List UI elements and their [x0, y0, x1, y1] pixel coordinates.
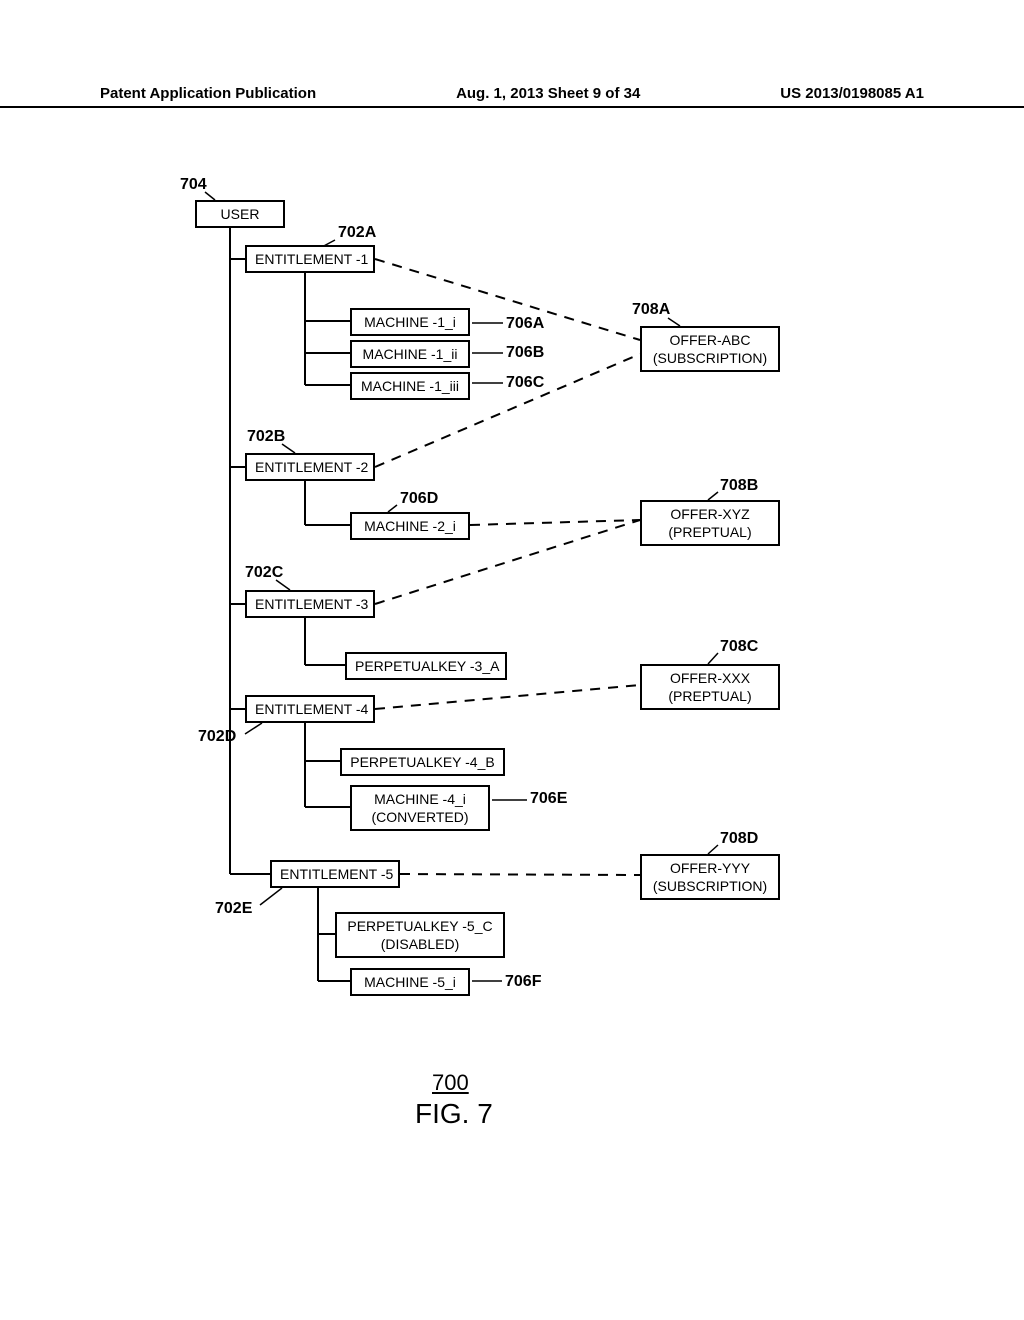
node-entitlement-1: ENTITLEMENT -1	[245, 245, 375, 273]
node-perpetualkey-3a: PERPETUALKEY -3_A	[345, 652, 507, 680]
node-entitlement-4: ENTITLEMENT -4	[245, 695, 375, 723]
ref-706a: 706A	[506, 315, 544, 333]
node-offer-yyy: OFFER-YYY(SUBSCRIPTION)	[640, 854, 780, 900]
ref-702d: 702D	[198, 728, 236, 746]
ref-702e: 702E	[215, 900, 252, 918]
ref-706e: 706E	[530, 790, 567, 808]
ref-704: 704	[180, 176, 207, 194]
node-user: USER	[195, 200, 285, 228]
node-machine-1-ii: MACHINE -1_ii	[350, 340, 470, 368]
node-entitlement-3: ENTITLEMENT -3	[245, 590, 375, 618]
figure-number: 700	[432, 1070, 469, 1096]
ref-706c: 706C	[506, 374, 544, 392]
ref-702b: 702B	[247, 428, 285, 446]
node-perpetualkey-5c: PERPETUALKEY -5_C(DISABLED)	[335, 912, 505, 958]
header-center: Aug. 1, 2013 Sheet 9 of 34	[456, 85, 640, 102]
node-machine-4-i: MACHINE -4_i(CONVERTED)	[350, 785, 490, 831]
node-entitlement-5: ENTITLEMENT -5	[270, 860, 400, 888]
node-offer-xxx: OFFER-XXX(PREPTUAL)	[640, 664, 780, 710]
ref-708a: 708A	[632, 301, 670, 319]
ref-702a: 702A	[338, 224, 376, 242]
node-perpetualkey-4b: PERPETUALKEY -4_B	[340, 748, 505, 776]
figure-caption: FIG. 7	[415, 1098, 493, 1130]
ref-708c: 708C	[720, 638, 758, 656]
node-machine-5-i: MACHINE -5_i	[350, 968, 470, 996]
node-offer-xyz: OFFER-XYZ(PREPTUAL)	[640, 500, 780, 546]
node-offer-abc: OFFER-ABC(SUBSCRIPTION)	[640, 326, 780, 372]
ref-706f: 706F	[505, 973, 541, 991]
ref-708b: 708B	[720, 477, 758, 495]
page-header: Patent Application Publication Aug. 1, 2…	[0, 85, 1024, 108]
ref-706d: 706D	[400, 490, 438, 508]
node-machine-2-i: MACHINE -2_i	[350, 512, 470, 540]
node-entitlement-2: ENTITLEMENT -2	[245, 453, 375, 481]
ref-702c: 702C	[245, 564, 283, 582]
ref-708d: 708D	[720, 830, 758, 848]
header-left: Patent Application Publication	[100, 85, 316, 102]
node-machine-1-iii: MACHINE -1_iii	[350, 372, 470, 400]
ref-706b: 706B	[506, 344, 544, 362]
diagram-area: USER ENTITLEMENT -1 MACHINE -1_i MACHINE…	[0, 140, 1024, 1140]
header-right: US 2013/0198085 A1	[780, 85, 924, 102]
node-machine-1-i: MACHINE -1_i	[350, 308, 470, 336]
